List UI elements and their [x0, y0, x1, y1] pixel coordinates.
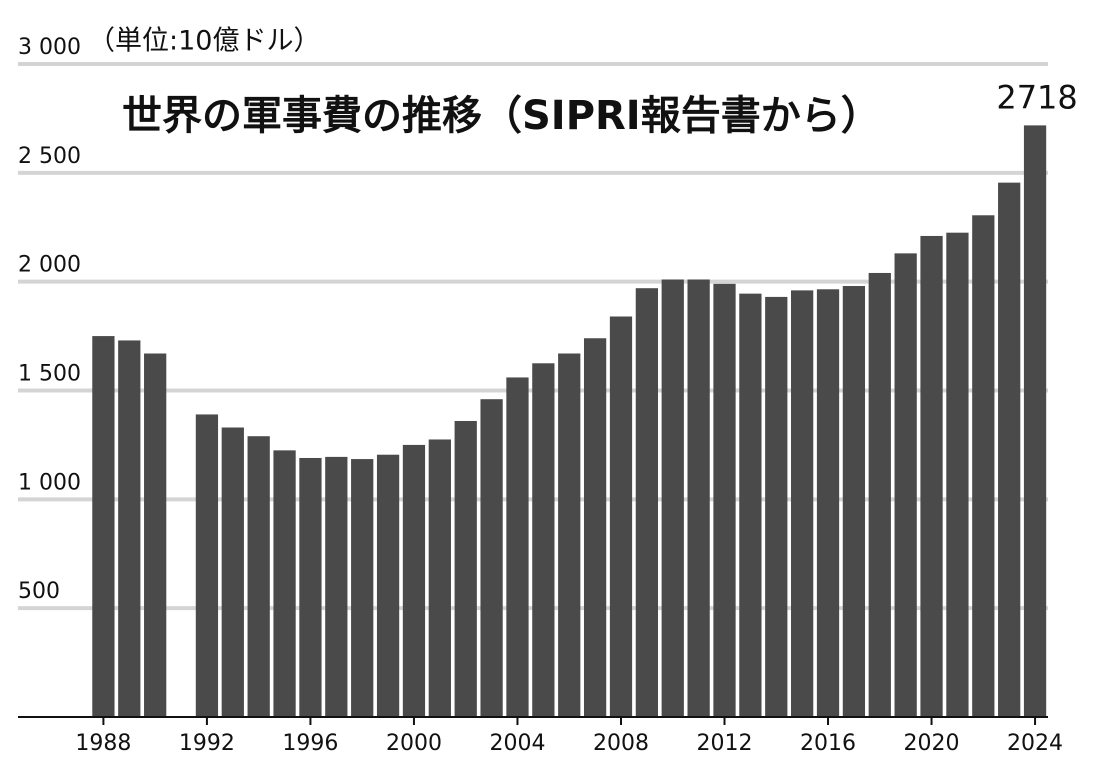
y-tick-label: 1 500	[18, 362, 81, 387]
bar	[998, 182, 1021, 718]
x-tick-label: 1992	[179, 731, 235, 756]
bar	[325, 456, 348, 717]
bar	[868, 272, 891, 717]
bar	[765, 296, 788, 717]
y-tick-label: 1 000	[18, 470, 81, 495]
bar	[661, 279, 684, 717]
x-tick-label: 2024	[1007, 731, 1063, 756]
x-tick-label: 1996	[282, 731, 338, 756]
bar	[791, 290, 814, 717]
bar	[558, 353, 581, 717]
bar	[920, 235, 943, 717]
x-tick-label: 2016	[800, 731, 856, 756]
y-axis-label: （単位:10億ドル）	[88, 26, 320, 57]
x-tick-label: 2008	[593, 731, 649, 756]
y-tick-label: 2 000	[18, 253, 81, 278]
bar	[609, 316, 633, 717]
data-label: 2718	[996, 78, 1077, 116]
bar	[687, 279, 710, 717]
bar	[894, 253, 917, 717]
bar	[506, 377, 529, 717]
bar	[273, 450, 296, 717]
bar	[247, 436, 270, 717]
x-tick-label: 2020	[904, 731, 960, 756]
bar	[1023, 125, 1047, 717]
bar	[713, 283, 736, 717]
bar	[351, 459, 374, 717]
x-tick-label: 2000	[386, 731, 442, 756]
bar	[972, 215, 995, 718]
bar	[532, 363, 555, 717]
bar	[583, 338, 607, 717]
bar	[195, 414, 219, 717]
bar	[454, 420, 477, 717]
bar	[144, 353, 167, 717]
bar	[376, 454, 400, 717]
x-tick-label: 2004	[489, 731, 545, 756]
bar	[428, 439, 451, 717]
y-tick-label: 3 000	[18, 35, 81, 60]
bar	[816, 289, 840, 717]
bar	[221, 427, 244, 717]
bar	[946, 232, 969, 718]
bar	[480, 399, 503, 717]
x-tick-label: 2012	[697, 731, 753, 756]
y-tick-label: 2 500	[18, 144, 81, 169]
chart-title: 世界の軍事費の推移（SIPRI報告書から）	[122, 93, 881, 139]
y-tick-label: 500	[18, 579, 60, 604]
bar	[92, 336, 115, 717]
bar	[118, 340, 141, 717]
x-tick-label: 1988	[75, 731, 131, 756]
bar	[299, 457, 322, 717]
bar	[842, 286, 866, 717]
bar	[402, 444, 426, 717]
bar	[739, 293, 762, 717]
bar	[635, 288, 658, 717]
